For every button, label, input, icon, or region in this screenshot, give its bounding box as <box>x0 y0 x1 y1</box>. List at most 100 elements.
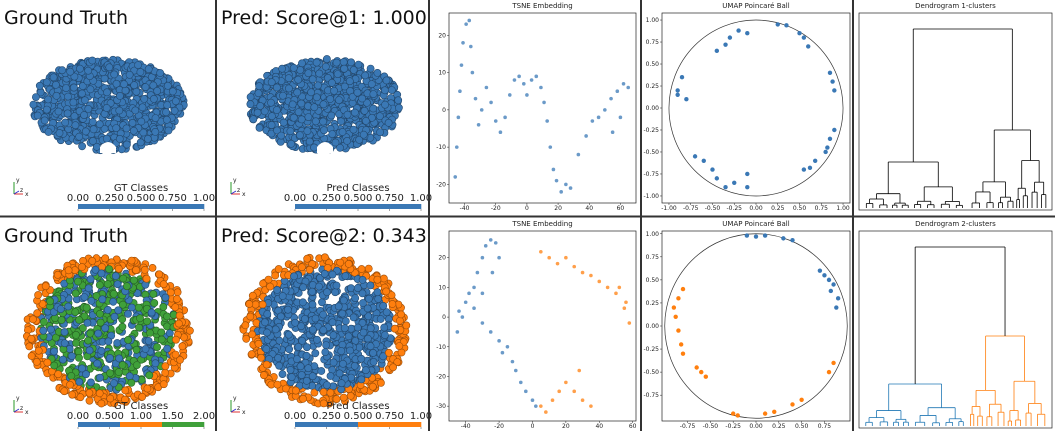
point <box>353 88 362 97</box>
point <box>319 117 327 126</box>
point <box>84 105 93 113</box>
point <box>172 335 180 344</box>
point <box>75 353 83 362</box>
point <box>289 113 298 122</box>
point <box>703 374 709 379</box>
y-tick-label: 10 <box>438 70 446 77</box>
chart-title: TSNE Embedding <box>511 220 572 228</box>
axis-label: x <box>242 409 246 416</box>
point <box>596 115 601 120</box>
point <box>109 297 118 306</box>
point <box>373 69 382 77</box>
point <box>823 149 828 155</box>
chart-title: TSNE Embedding <box>511 2 572 10</box>
point <box>80 293 89 301</box>
point <box>357 265 366 273</box>
point <box>121 395 129 404</box>
point <box>714 48 720 54</box>
point <box>52 91 61 100</box>
point <box>286 365 295 374</box>
point <box>369 90 378 98</box>
point <box>78 364 86 373</box>
point <box>242 334 251 343</box>
point <box>312 58 321 67</box>
point <box>394 103 403 112</box>
point <box>463 300 468 305</box>
point <box>332 395 341 403</box>
point <box>119 274 128 283</box>
point <box>745 171 750 177</box>
point <box>86 85 95 94</box>
point <box>822 273 827 278</box>
point <box>168 87 177 96</box>
point <box>97 269 106 278</box>
point <box>42 105 51 114</box>
point <box>70 72 79 81</box>
point <box>394 96 403 105</box>
point <box>826 369 832 375</box>
point <box>675 92 680 98</box>
point <box>60 387 69 396</box>
point <box>358 289 367 298</box>
point <box>364 264 373 273</box>
point <box>127 256 136 265</box>
point <box>349 313 358 322</box>
point <box>745 184 750 190</box>
point <box>285 345 293 354</box>
point <box>157 328 166 337</box>
point <box>144 337 153 345</box>
point <box>304 102 312 111</box>
point <box>353 323 362 332</box>
point <box>150 299 159 307</box>
point <box>311 314 320 323</box>
point <box>91 265 100 274</box>
point <box>71 121 80 130</box>
y-tick-label: 0.25 <box>646 83 660 90</box>
notch <box>317 142 333 153</box>
point <box>151 359 160 368</box>
point <box>336 258 345 267</box>
point <box>304 364 313 373</box>
point <box>320 269 329 278</box>
point <box>327 111 336 120</box>
axis-label: y <box>233 177 237 184</box>
point <box>358 276 367 284</box>
point <box>271 325 280 334</box>
point <box>539 404 543 408</box>
axis-icon <box>13 190 20 195</box>
y-tick-label: -0.75 <box>643 171 659 178</box>
chart-title: UMAP Poincaré Ball <box>722 2 789 10</box>
point <box>344 332 353 341</box>
point <box>70 83 78 92</box>
point <box>35 81 44 90</box>
point <box>384 118 393 127</box>
point <box>605 285 610 290</box>
point <box>361 366 370 375</box>
point <box>267 112 276 121</box>
y-tick-label: 0.00 <box>646 323 660 330</box>
point <box>140 95 149 103</box>
y-tick-label: -0.25 <box>643 127 659 134</box>
point <box>278 370 287 378</box>
point <box>264 275 273 284</box>
point <box>134 61 142 69</box>
point <box>311 117 320 126</box>
point <box>402 321 411 330</box>
point <box>299 283 308 292</box>
point <box>835 296 841 301</box>
colorbar-tick-label: 1.00 <box>410 411 432 422</box>
point <box>113 280 122 289</box>
x-tick-label: 1.00 <box>836 205 850 212</box>
x-tick-label: 0.25 <box>772 423 786 430</box>
point <box>163 101 172 109</box>
point <box>801 167 807 172</box>
point <box>122 124 131 133</box>
point <box>775 22 780 27</box>
point <box>727 35 733 40</box>
point <box>544 410 548 414</box>
point <box>253 108 262 117</box>
point <box>732 180 737 185</box>
point <box>124 310 132 318</box>
